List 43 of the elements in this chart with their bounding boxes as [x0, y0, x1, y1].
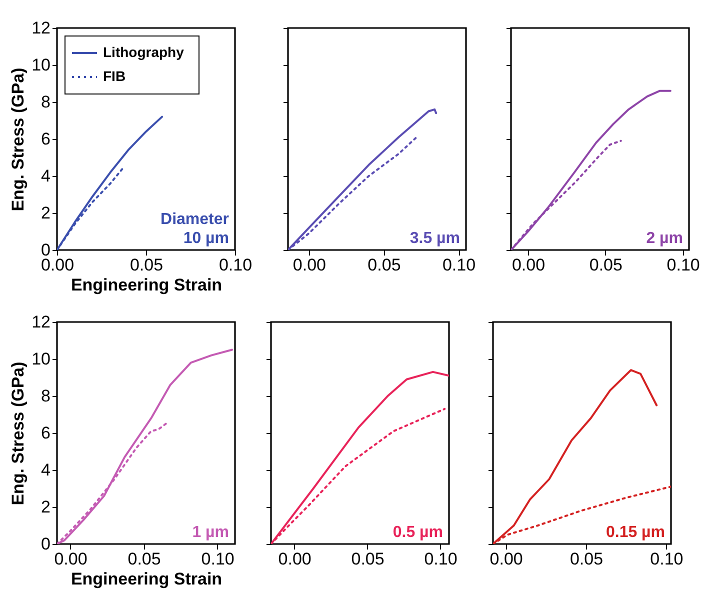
y-tick-label: 4	[41, 166, 50, 186]
x-tick-label: 0.05	[589, 256, 622, 274]
y-tick-label: 8	[41, 386, 50, 406]
x-tick-label: 0.00	[54, 550, 88, 568]
y-tick-label: 12	[32, 18, 50, 38]
x-tick-label: 0.00	[278, 550, 312, 568]
annotation: 3.5 µm	[410, 230, 460, 247]
y-tick-label: 6	[41, 424, 50, 442]
x-tick-label: 0.10	[218, 256, 252, 274]
x-tick-label: 0.00	[512, 256, 546, 274]
y-tick-label: 0	[41, 534, 50, 554]
y-tick-label: 2	[41, 498, 50, 516]
x-tick-label: 0.00	[292, 256, 326, 274]
y-axis-title: Eng. Stress (GPa)	[8, 362, 28, 506]
annotation: 0.5 µm	[392, 524, 443, 541]
x-tick-label: 0.10	[201, 550, 234, 568]
x-tick-label: 0.05	[570, 550, 604, 568]
x-axis-title: Engineering Strain	[70, 570, 222, 588]
x-tick-label: 0.05	[351, 550, 384, 568]
x-tick-label: 0.05	[368, 256, 401, 274]
x-tick-label: 0.10	[424, 550, 458, 568]
x-tick-label: 0.00	[490, 550, 523, 568]
x-axis-title: Engineering Strain	[70, 276, 222, 294]
legend-label: FIB	[103, 68, 126, 84]
annotation: 1 µm	[192, 524, 229, 541]
y-tick-label: 10	[32, 350, 50, 368]
y-axis-title: Eng. Stress (GPa)	[8, 68, 28, 212]
y-tick-label: 12	[32, 312, 50, 332]
y-tick-label: 6	[41, 130, 50, 148]
x-tick-label: 0.10	[650, 550, 684, 568]
y-tick-label: 10	[32, 56, 50, 74]
annotation: 2 µm	[646, 230, 683, 247]
annotation: Diameter	[160, 211, 229, 228]
x-tick-label: 0.05	[128, 550, 161, 568]
y-tick-label: 4	[41, 460, 50, 480]
annotation: 0.15 µm	[606, 524, 665, 541]
y-tick-label: 2	[41, 204, 50, 222]
legend-label: Lithography	[103, 44, 184, 60]
x-tick-label: 0.05	[130, 256, 164, 274]
y-tick-label: 8	[41, 92, 50, 112]
annotation: 10 µm	[183, 230, 229, 247]
x-tick-label: 0.10	[442, 256, 476, 274]
x-tick-label: 0.10	[666, 256, 700, 274]
